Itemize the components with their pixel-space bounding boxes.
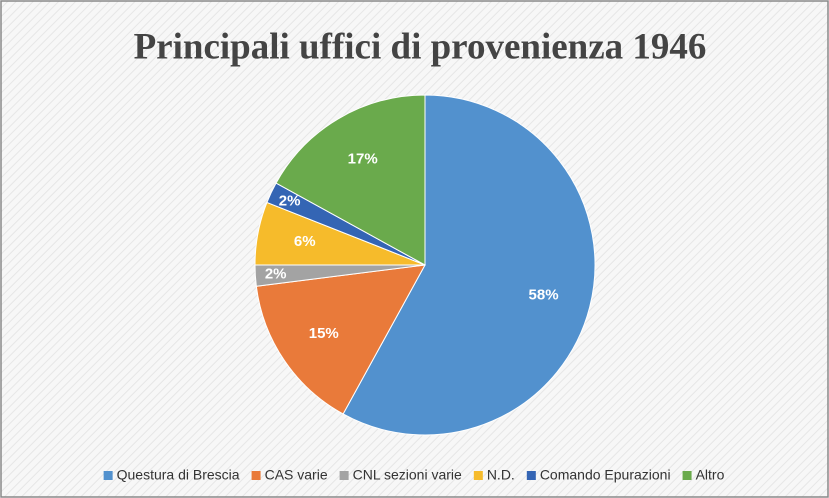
- data-label: 17%: [348, 151, 378, 168]
- data-label: 2%: [279, 192, 301, 209]
- legend-label: CNL sezioni varie: [353, 467, 462, 483]
- legend-label: Questura di Brescia: [117, 467, 240, 483]
- data-label: 58%: [529, 286, 559, 303]
- legend-label: CAS varie: [265, 467, 328, 483]
- data-label: 15%: [309, 325, 339, 342]
- pie-slice: [255, 264, 426, 415]
- legend-swatch: [526, 471, 536, 480]
- legend-swatch: [473, 471, 483, 480]
- legend-label: N.D.: [487, 467, 515, 483]
- legend-swatch: [339, 471, 349, 480]
- legend-label: Comando Epurazioni: [540, 467, 671, 483]
- legend-swatch: [103, 471, 113, 480]
- data-label: 6%: [294, 233, 316, 250]
- pie-slice: [275, 94, 426, 266]
- legend-swatch: [251, 471, 261, 480]
- legend-swatch: [682, 471, 692, 480]
- pie-slice: [342, 94, 596, 436]
- legend-label: Altro: [696, 467, 725, 483]
- chart-title: Principali uffici di provenienza 1946: [134, 26, 707, 67]
- data-label: 2%: [265, 265, 287, 282]
